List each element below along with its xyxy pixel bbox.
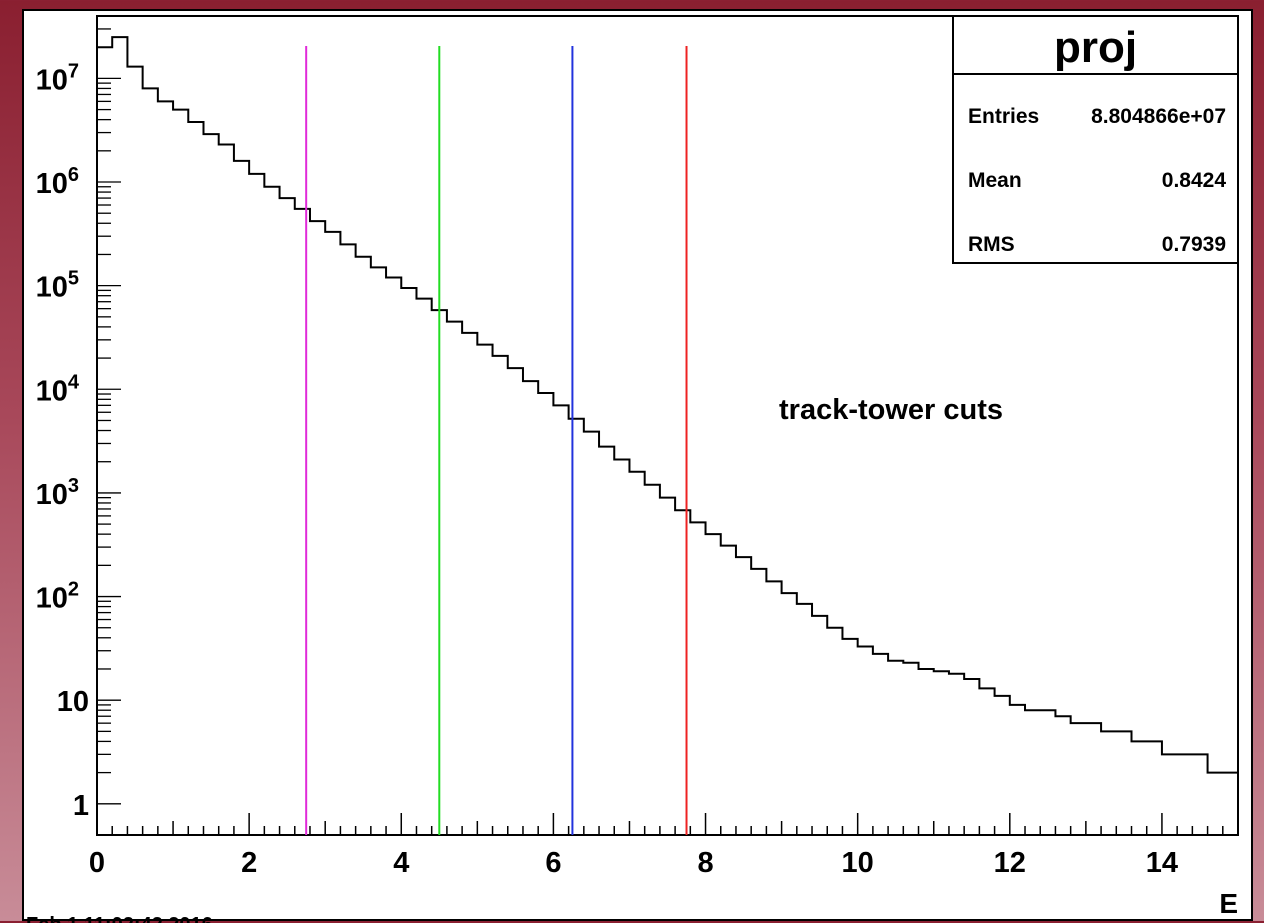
stats-value-rms: 0.7939 (1162, 233, 1226, 256)
stats-value-mean: 0.8424 (1162, 169, 1227, 192)
x-axis-label: E (1219, 888, 1238, 919)
x-tick-label: 12 (994, 847, 1026, 879)
x-tick-label: 8 (697, 847, 713, 879)
histogram-step-line (97, 36, 1239, 804)
stats-label-mean: Mean (968, 169, 1022, 192)
y-tick-label: 102 (36, 579, 79, 615)
y-tick-label: 106 (36, 164, 79, 200)
x-tick-label: 10 (842, 847, 874, 879)
y-tick-label: 10 (57, 686, 89, 718)
plot-frame (96, 15, 1239, 836)
stats-box (952, 15, 1239, 264)
y-tick-label: 104 (36, 371, 80, 407)
histogram-chart: 0 2 4 6 8 10 12 14 1 10 102 103 104 105 106 107 Etrack-t… (26, 15, 1239, 923)
x-tick-label: 6 (545, 847, 561, 879)
y-tick-label: 1 (73, 790, 89, 822)
stats-value-entries: 8.804866e+07 (1091, 105, 1226, 128)
stats-title: proj (1054, 23, 1137, 72)
annotation-text: track-tower cuts (779, 394, 1003, 426)
x-tick-label: 0 (89, 847, 105, 879)
y-tick-label: 107 (36, 60, 79, 96)
y-tick-label: 105 (36, 268, 79, 304)
x-tick-label: 14 (1146, 847, 1178, 879)
y-tick-label: 103 (36, 475, 79, 511)
x-tick-label: 2 (241, 847, 257, 879)
stats-label-entries: Entries (968, 105, 1039, 128)
stats-label-rms: RMS (968, 233, 1015, 256)
timestamp-text: Feb 1 11:02:42 2016 (26, 914, 213, 923)
x-tick-label: 4 (393, 847, 409, 879)
